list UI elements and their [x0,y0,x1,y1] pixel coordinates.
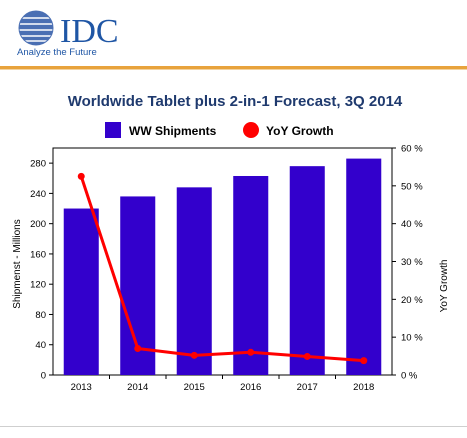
header: IDC Analyze the Future [0,0,467,66]
chart-title: Worldwide Tablet plus 2-in-1 Forecast, 3… [68,93,403,110]
y-left-tick-label: 280 [30,159,46,170]
bar-shipments-2013 [63,208,99,375]
idc-logo: IDC Analyze the Future [17,10,119,58]
x-tick-label: 2014 [127,382,148,393]
y-left-tick-label: 0 [41,371,46,382]
y-right-tick-label: 40 % [401,219,423,230]
legend-label-shipments: WW Shipments [129,124,217,138]
header-rule-shadow [0,69,467,70]
y-axis-left-label: Shipmenst - Millions [12,219,23,308]
y-right-tick-label: 30 % [401,257,423,268]
point-yoy-growth-2013 [77,172,85,180]
y-right-tick-label: 0 % [401,371,418,382]
y-right-tick-label: 60 % [401,144,423,155]
plot-frame [52,147,393,376]
brand-name: IDC [60,13,119,50]
bar-shipments-2015 [176,187,212,375]
y-left-tick-label: 160 [30,249,46,260]
y-left-tick-label: 240 [30,189,46,200]
point-yoy-growth-2015 [190,351,198,359]
point-yoy-growth-2017 [303,352,311,360]
point-yoy-growth-2018 [360,357,368,365]
footer-rule [0,426,467,427]
y-left-tick-label: 120 [30,280,46,291]
y-left-tick-label: 40 [35,340,46,351]
header-rule [0,66,467,69]
globe-icon [18,10,54,46]
plot-area: 0 40 80 120 160 200 240 280 0 % 10 % 20 % 30 % 40 % 5… [30,144,423,394]
y-right-tick-label: 10 % [401,333,423,344]
brand-tagline: Analyze the Future [17,47,97,58]
x-tick-label: 2016 [240,382,261,393]
legend-marker-growth [243,122,259,138]
y-left-tick-label: 80 [35,310,46,321]
y-axis-right-label: YoY Growth [439,260,450,313]
line-yoy-growth [79,175,364,363]
bar-shipments-2018 [346,158,382,375]
legend-swatch-shipments [105,122,121,138]
x-tick-label: 2013 [71,382,92,393]
legend-label-growth: YoY Growth [266,124,334,138]
point-yoy-growth-2014 [134,345,142,353]
bar-shipments-2016 [233,175,269,375]
y-right-tick-label: 50 % [401,181,423,192]
point-yoy-growth-2016 [247,348,255,356]
x-tick-label: 2017 [297,382,318,393]
legend: WW Shipments YoY Growth [105,122,334,138]
bar-shipments-2017 [289,166,325,375]
y-right-tick-label: 20 % [401,295,423,306]
y-left-tick-label: 200 [30,219,46,230]
x-tick-label: 2018 [353,382,374,393]
x-tick-label: 2015 [184,382,205,393]
